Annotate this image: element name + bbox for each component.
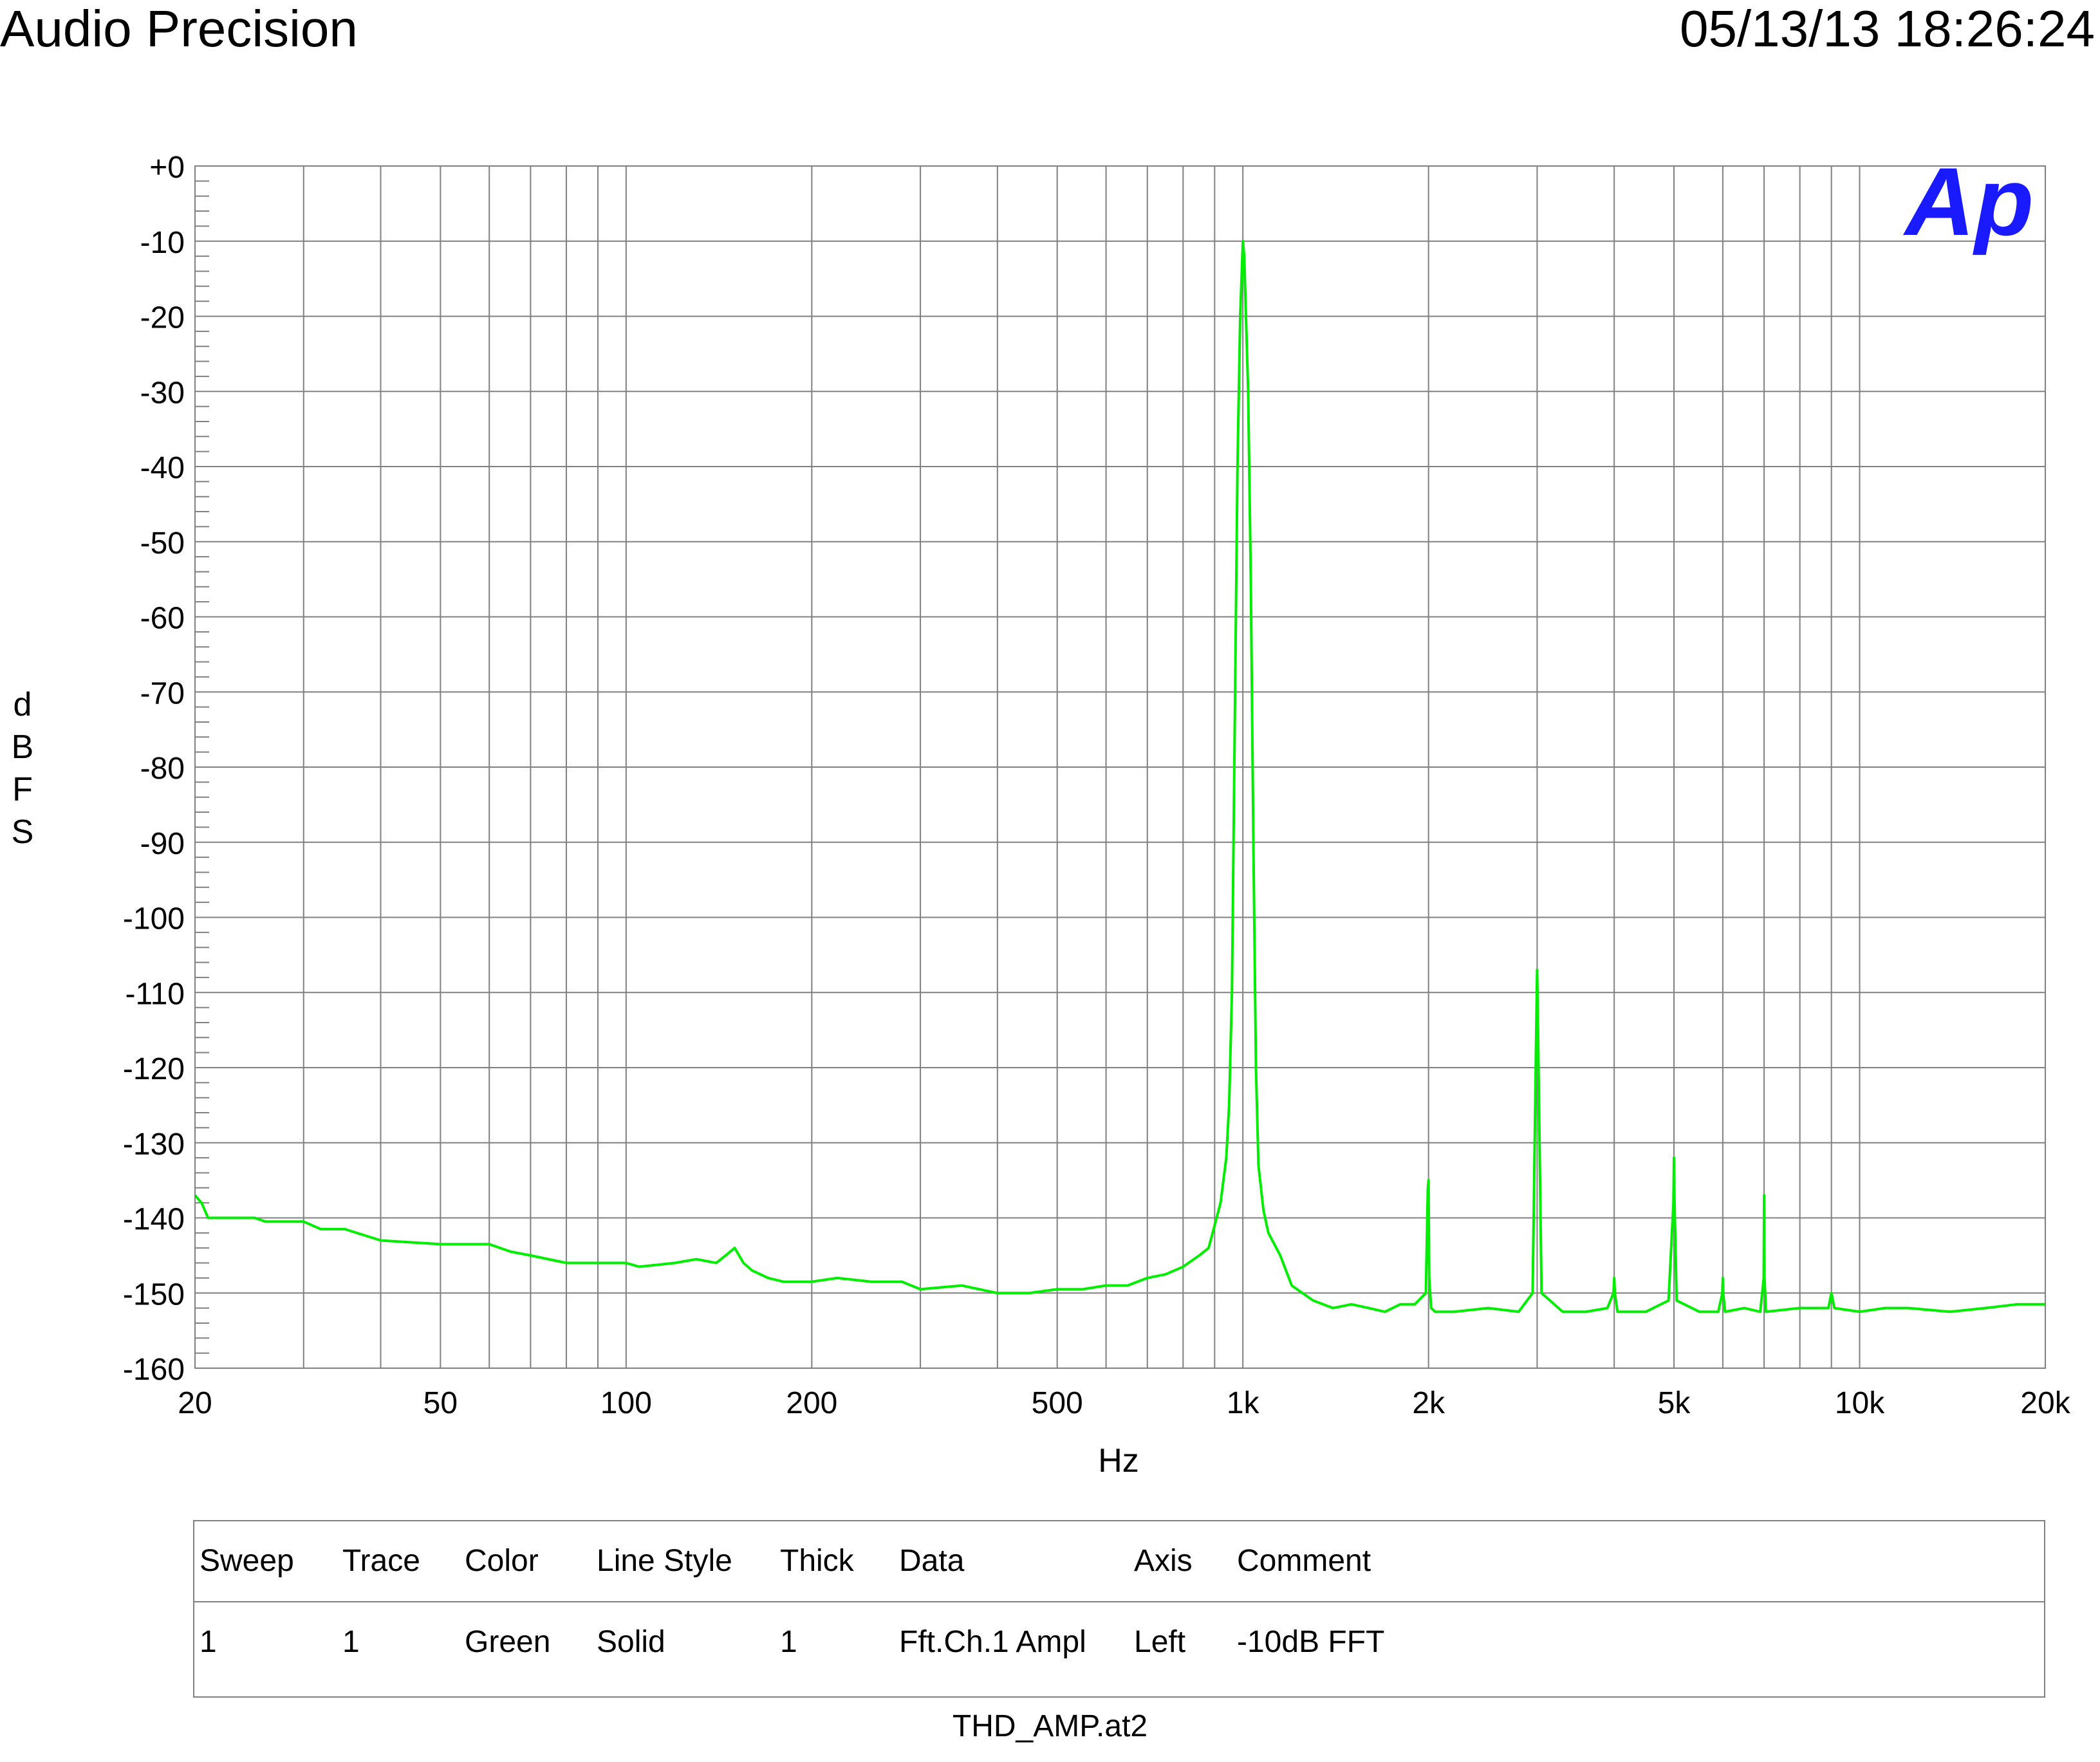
legend-value-cell: 1 xyxy=(200,1625,217,1659)
y-tick-label: -110 xyxy=(125,977,185,1011)
plot-frame xyxy=(194,165,2046,1369)
x-tick-label: 50 xyxy=(423,1386,458,1420)
y-tick-label: -120 xyxy=(123,1052,185,1086)
app-title: Audio Precision xyxy=(0,0,358,57)
legend-header-cell: Thick xyxy=(780,1544,854,1578)
series-line xyxy=(194,239,2045,1313)
y-tick-label: -10 xyxy=(140,226,185,260)
legend-value-cell: Left xyxy=(1134,1625,1186,1659)
timestamp: 05/13/13 18:26:24 xyxy=(1679,0,2095,57)
legend-header-cell: Comment xyxy=(1237,1544,1371,1578)
series-layer xyxy=(194,239,2045,1313)
legend-value-cell: Solid xyxy=(597,1625,665,1659)
legend-value-cell: 1 xyxy=(780,1625,797,1659)
y-axis-label-letter: B xyxy=(12,728,34,766)
x-tick-label: 200 xyxy=(786,1386,837,1420)
x-tick-label: 500 xyxy=(1032,1386,1083,1420)
y-axis-label-letter: F xyxy=(12,771,33,808)
x-tick-label: 100 xyxy=(600,1386,652,1420)
y-tick-label: -160 xyxy=(123,1353,185,1387)
y-tick-label: -130 xyxy=(123,1127,185,1162)
chart-ticks: +0 -10 -20 -30 -40 -50 -60 -70 -80 -90 -100 -110 -12… xyxy=(123,151,2071,1420)
y-tick-label: -150 xyxy=(123,1277,185,1312)
y-tick-label: -140 xyxy=(123,1203,185,1237)
legend-value-cell: Green xyxy=(465,1625,551,1659)
legend-header-cell: Data xyxy=(899,1544,965,1578)
y-tick-label: -40 xyxy=(140,451,185,485)
legend-header-cell: Line Style xyxy=(597,1544,732,1578)
legend-header-cell: Sweep xyxy=(200,1544,294,1578)
y-axis-label-letter: S xyxy=(12,813,34,851)
legend-header-cell: Trace xyxy=(342,1544,420,1578)
x-tick-label: 5k xyxy=(1658,1386,1691,1420)
spectrum-chart: +0 -10 -20 -30 -40 -50 -60 -70 -80 -90 -100 -110 -12… xyxy=(12,147,2071,1479)
trace-legend-table: Sweep Trace Color Line Style Thick Data Axis Co… xyxy=(193,1520,2045,1698)
legend-value-cell: -10dB FFT xyxy=(1237,1625,1385,1659)
ap-logo: Ap xyxy=(1902,147,2034,255)
y-tick-label: -80 xyxy=(140,752,185,786)
y-tick-label: -90 xyxy=(140,827,185,861)
legend-value-cell: 1 xyxy=(342,1625,360,1659)
x-tick-label: 2k xyxy=(1412,1386,1445,1420)
file-name: THD_AMP.at2 xyxy=(952,1709,1148,1743)
legend-header-cell: Color xyxy=(465,1544,539,1578)
legend-row-divider xyxy=(194,1601,2044,1602)
y-tick-label: -70 xyxy=(140,676,185,710)
legend-value-cell: Fft.Ch.1 Ampl xyxy=(899,1625,1086,1659)
legend-header-cell: Axis xyxy=(1134,1544,1193,1578)
y-tick-label: +0 xyxy=(149,151,185,185)
y-tick-label: -30 xyxy=(140,376,185,410)
y-tick-label: -20 xyxy=(140,301,185,335)
x-tick-label: 10k xyxy=(1835,1386,1885,1420)
y-tick-label: -100 xyxy=(123,902,185,936)
x-tick-label: 1k xyxy=(1227,1386,1260,1420)
x-tick-label: 20k xyxy=(2020,1386,2070,1420)
chart-grid xyxy=(195,166,2045,1368)
y-tick-label: -50 xyxy=(140,526,185,561)
x-axis-label: Hz xyxy=(1098,1442,1139,1479)
x-tick-label: 20 xyxy=(178,1386,212,1420)
y-tick-label: -60 xyxy=(140,602,185,636)
y-axis-label-letter: d xyxy=(14,686,32,723)
